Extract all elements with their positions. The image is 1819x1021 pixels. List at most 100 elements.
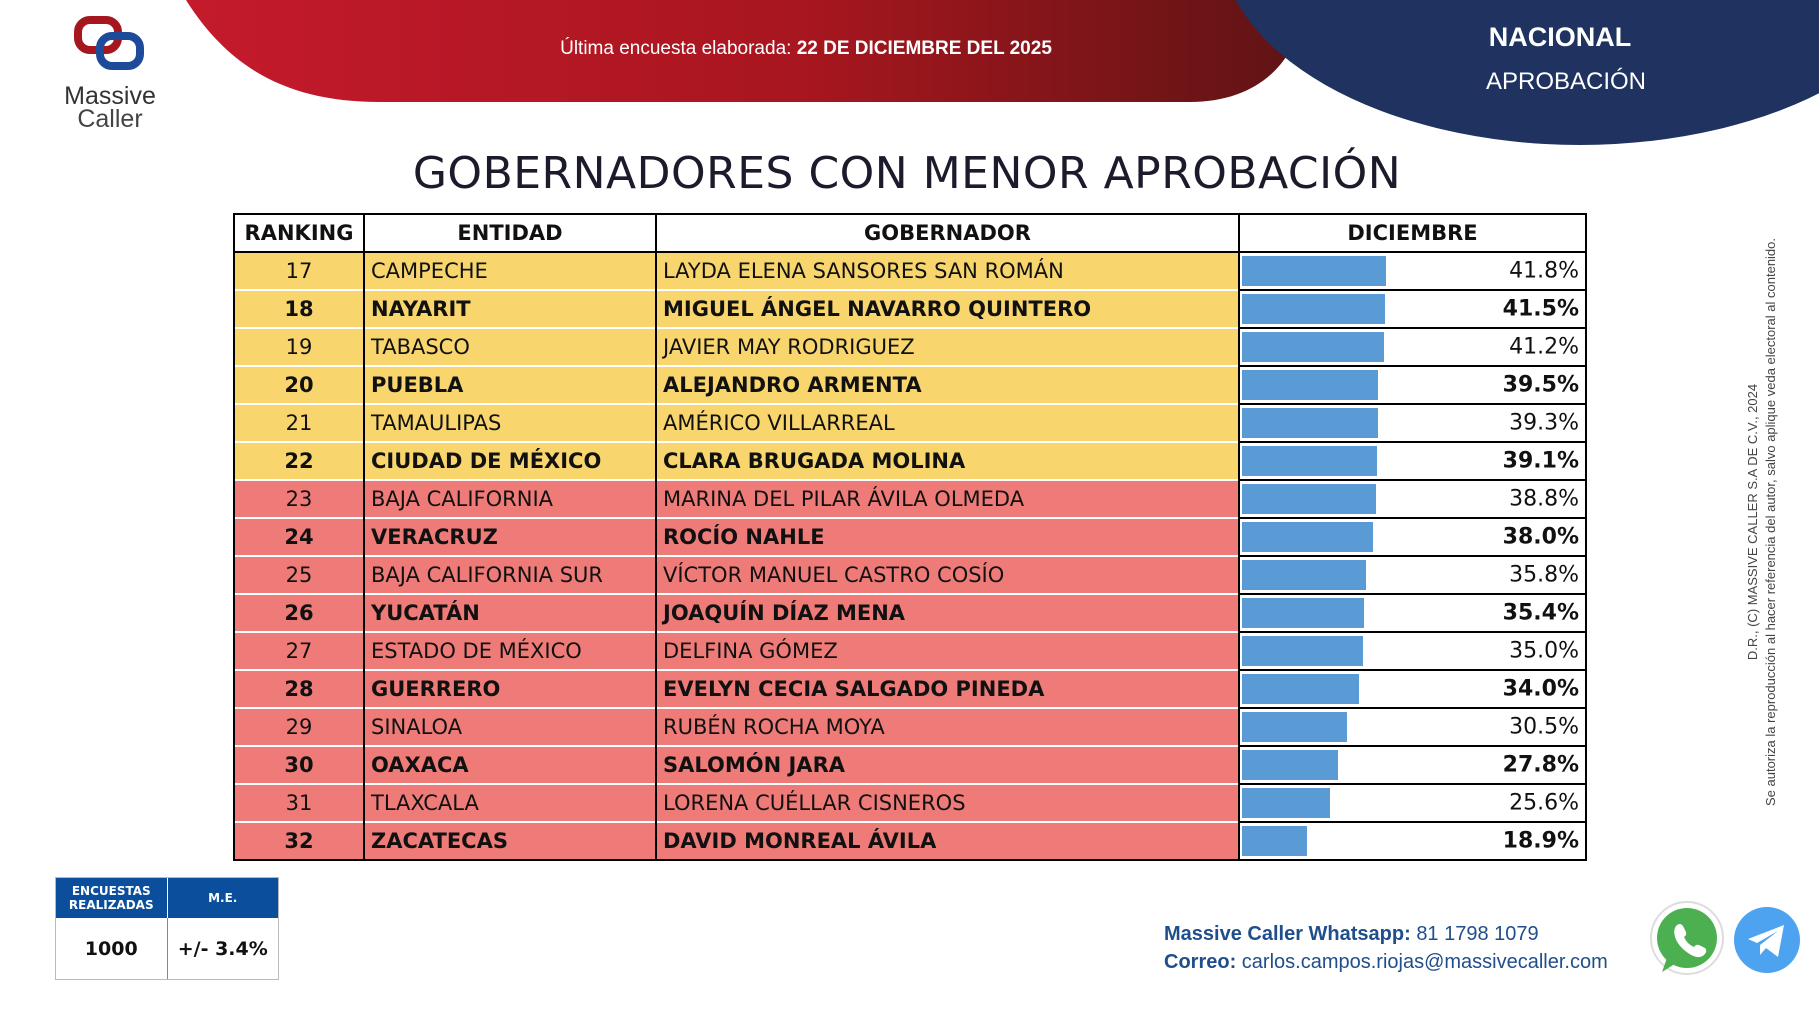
approval-cell: 39.5% <box>1238 365 1586 404</box>
gobernador-cell: RUBÉN ROCHA MOYA <box>655 707 1239 746</box>
table-row: 18 NAYARIT MIGUEL ÁNGEL NAVARRO QUINTERO 41… <box>233 289 1586 328</box>
table-row: 17 CAMPECHE LAYDA ELENA SANSORES SAN ROMÁN… <box>233 251 1586 290</box>
table-row: 26 YUCATÁN JOAQUÍN DÍAZ MENA 35.4% <box>233 593 1586 632</box>
approval-cell: 35.8% <box>1238 555 1586 594</box>
page-title: GOBERNADORES CON MENOR APROBACIÓN <box>412 148 1402 199</box>
email-contact: Correo: carlos.campos.riojas@massivecall… <box>1164 951 1608 974</box>
table-row: 21 TAMAULIPAS AMÉRICO VILLARREAL 39.3% <box>233 403 1586 442</box>
survey-date-label: Última encuesta elaborada: <box>560 38 792 59</box>
entidad-cell: NAYARIT <box>363 289 656 328</box>
metric-label: APROBACIÓN <box>1485 68 1647 95</box>
gobernador-cell: JAVIER MAY RODRIGUEZ <box>655 327 1239 366</box>
entidad-cell: TABASCO <box>363 327 656 366</box>
rank-cell: 21 <box>233 403 364 442</box>
approval-cell: 41.5% <box>1238 289 1586 328</box>
approval-value: 18.9% <box>1502 828 1579 854</box>
table-row: 24 VERACRUZ ROCÍO NAHLE 38.0% <box>233 517 1586 556</box>
header-ranking: RANKING <box>233 213 365 253</box>
approval-value: 39.3% <box>1509 410 1579 436</box>
entidad-cell: TAMAULIPAS <box>363 403 656 442</box>
entidad-cell: YUCATÁN <box>363 593 656 632</box>
approval-cell: 39.3% <box>1238 403 1586 442</box>
gobernador-cell: JOAQUÍN DÍAZ MENA <box>655 593 1239 632</box>
rank-cell: 20 <box>233 365 364 404</box>
table-row: 31 TLAXCALA LORENA CUÉLLAR CISNEROS 25.6% <box>233 783 1586 822</box>
rank-cell: 19 <box>233 327 364 366</box>
rank-cell: 25 <box>233 555 364 594</box>
gobernador-cell: MARINA DEL PILAR ÁVILA OLMEDA <box>655 479 1239 518</box>
rank-cell: 17 <box>233 251 364 290</box>
approval-bar <box>1242 522 1374 552</box>
gobernador-cell: VÍCTOR MANUEL CASTRO COSÍO <box>655 555 1239 594</box>
approval-value: 39.5% <box>1502 372 1579 398</box>
approval-bar <box>1242 560 1366 590</box>
approval-value: 39.1% <box>1502 448 1579 474</box>
whatsapp-label: Massive Caller Whatsapp: <box>1164 923 1411 945</box>
approval-cell: 35.0% <box>1238 631 1586 670</box>
gobernador-cell: EVELYN CECIA SALGADO PINEDA <box>655 669 1239 708</box>
approval-value: 38.0% <box>1502 524 1579 550</box>
approval-bar <box>1242 674 1360 704</box>
approval-cell: 34.0% <box>1238 669 1586 708</box>
telegram-icon[interactable] <box>1732 905 1802 975</box>
surveys-value: 1000 <box>56 918 168 979</box>
table-row: 29 SINALOA RUBÉN ROCHA MOYA 30.5% <box>233 707 1586 746</box>
email-label: Correo: <box>1164 951 1237 973</box>
approval-value: 35.0% <box>1509 638 1579 664</box>
survey-date: Última encuesta elaborada: 22 DE DICIEMB… <box>560 38 1052 60</box>
table-row: 25 BAJA CALIFORNIA SUR VÍCTOR MANUEL CASTR… <box>233 555 1586 594</box>
legal-line-2: Se autoriza la reproducción al hacer ref… <box>1763 237 1778 807</box>
approval-bar <box>1242 788 1331 818</box>
whatsapp-icon[interactable] <box>1648 900 1728 985</box>
approval-value: 25.6% <box>1509 790 1579 816</box>
entidad-cell: BAJA CALIFORNIA <box>363 479 656 518</box>
rank-cell: 26 <box>233 593 364 632</box>
rank-cell: 22 <box>233 441 364 480</box>
gobernador-cell: ALEJANDRO ARMENTA <box>655 365 1239 404</box>
approval-value: 35.4% <box>1502 600 1579 626</box>
entidad-cell: ZACATECAS <box>363 821 656 860</box>
approval-cell: 27.8% <box>1238 745 1586 784</box>
approval-value: 34.0% <box>1502 676 1579 702</box>
approval-bar <box>1242 636 1363 666</box>
approval-value: 30.5% <box>1509 714 1579 740</box>
approval-value: 41.5% <box>1502 296 1579 322</box>
approval-bar <box>1242 484 1376 514</box>
whatsapp-number[interactable]: 81 1798 1079 <box>1416 923 1539 945</box>
table-row: 32 ZACATECAS DAVID MONREAL ÁVILA 18.9% <box>233 821 1586 860</box>
approval-bar <box>1242 332 1385 362</box>
massive-caller-logo: Massive Caller <box>52 14 168 142</box>
rank-cell: 24 <box>233 517 364 556</box>
survey-date-value: 22 DE DICIEMBRE DEL 2025 <box>796 38 1052 59</box>
approval-bar <box>1242 256 1387 286</box>
header-banner <box>186 0 1819 145</box>
approval-cell: 38.0% <box>1238 517 1586 556</box>
gobernador-cell: DELFINA GÓMEZ <box>655 631 1239 670</box>
table-row: 20 PUEBLA ALEJANDRO ARMENTA 39.5% <box>233 365 1586 404</box>
gobernador-cell: AMÉRICO VILLARREAL <box>655 403 1239 442</box>
entidad-cell: CAMPECHE <box>363 251 656 290</box>
rank-cell: 30 <box>233 745 364 784</box>
entidad-cell: VERACRUZ <box>363 517 656 556</box>
gobernador-cell: CLARA BRUGADA MOLINA <box>655 441 1239 480</box>
gobernador-cell: MIGUEL ÁNGEL NAVARRO QUINTERO <box>655 289 1239 328</box>
gobernador-cell: LAYDA ELENA SANSORES SAN ROMÁN <box>655 251 1239 290</box>
approval-bar <box>1242 370 1379 400</box>
approval-cell: 30.5% <box>1238 707 1586 746</box>
header-entidad: ENTIDAD <box>363 213 657 253</box>
approval-bar <box>1242 750 1338 780</box>
approval-cell: 38.8% <box>1238 479 1586 518</box>
rank-cell: 27 <box>233 631 364 670</box>
whatsapp-contact: Massive Caller Whatsapp: 81 1798 1079 <box>1164 923 1539 946</box>
logo-text-2: Caller <box>77 105 143 133</box>
approval-bar <box>1242 598 1365 628</box>
approval-bar <box>1242 294 1386 324</box>
scope-label: NACIONAL <box>1488 22 1632 52</box>
me-label: M.E. <box>208 891 238 905</box>
me-value: +/- 3.4% <box>177 937 268 960</box>
approval-cell: 41.8% <box>1238 251 1586 290</box>
entidad-cell: BAJA CALIFORNIA SUR <box>363 555 656 594</box>
surveys-label: ENCUESTAS REALIZADAS <box>56 878 168 918</box>
email-address[interactable]: carlos.campos.riojas@massivecaller.com <box>1241 951 1608 973</box>
gobernador-cell: LORENA CUÉLLAR CISNEROS <box>655 783 1239 822</box>
